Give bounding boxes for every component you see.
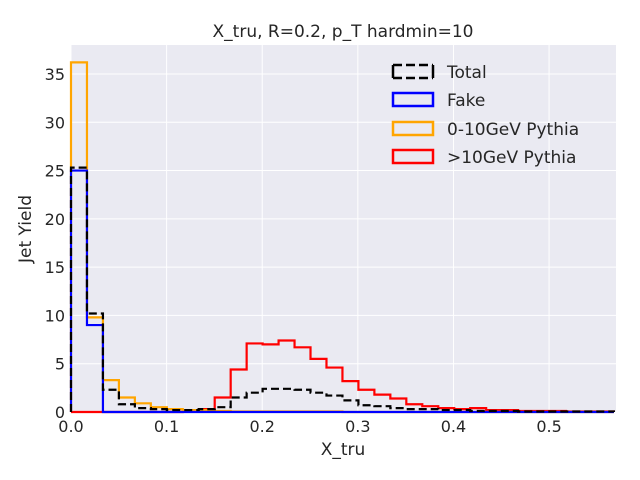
x-tick-label: 0.3: [345, 417, 370, 436]
y-tick-label: 30: [45, 113, 65, 132]
legend-swatch-low-pythia: [391, 120, 435, 137]
x-tick-label: 0.1: [154, 417, 179, 436]
x-tick-label: 0.5: [536, 417, 561, 436]
y-tick-label: 20: [45, 210, 65, 229]
y-tick-label: 10: [45, 306, 65, 325]
y-axis-ticks: 0 5 10 15 20 25 30 35: [45, 65, 65, 422]
series-total-step: [69, 166, 615, 413]
x-axis-label: X_tru: [321, 440, 366, 460]
y-tick-label: 0: [55, 403, 65, 422]
legend-swatch-fake: [391, 91, 435, 108]
legend-label-fake: Fake: [447, 91, 485, 111]
y-tick-label: 15: [45, 258, 65, 277]
grid-lines: [70, 45, 616, 413]
x-tick-label: 0.4: [441, 417, 466, 436]
plot-background: [71, 45, 616, 412]
y-tick-label: 35: [45, 65, 65, 84]
y-tick-label: 5: [55, 355, 65, 374]
legend-label-low-pythia: 0-10GeV Pythia: [447, 120, 579, 140]
y-tick-label: 25: [45, 162, 65, 181]
chart-title: X_tru, R=0.2, p_T hardmin=10: [213, 22, 474, 42]
x-tick-label: 0.0: [58, 417, 83, 436]
legend-swatch-high-pythia: [391, 148, 435, 165]
y-axis-label: Jet Yield: [16, 195, 36, 264]
series-layer: [69, 61, 615, 414]
legend: Total Fake 0-10GeV Pythia >10GeV Pythia: [391, 63, 579, 168]
legend-label-high-pythia: >10GeV Pythia: [447, 148, 576, 168]
x-axis-ticks: 0.0 0.1 0.2 0.3 0.4 0.5: [58, 417, 562, 436]
x-tick-label: 0.2: [250, 417, 275, 436]
legend-label-total: Total: [446, 63, 487, 83]
